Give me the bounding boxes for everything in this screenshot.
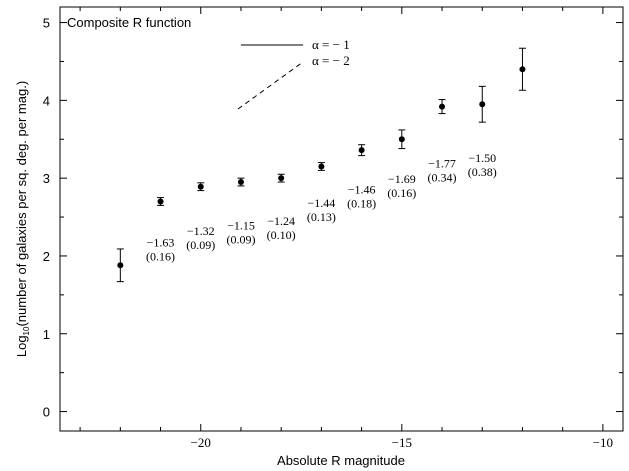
y-axis-label-subscript: 10	[22, 326, 31, 335]
slope-error: (0.38)	[468, 165, 497, 179]
y-axis-label-rest: (number of galaxies per sq. deg. per mag…	[14, 81, 29, 327]
slope-value: −1.69	[388, 172, 416, 186]
data-point	[398, 136, 405, 143]
y-tick-label: 4	[43, 93, 50, 108]
data-point	[117, 262, 124, 269]
slope-annotations: −1.63(0.16)−1.32(0.09)−1.15(0.09)−1.24(0…	[146, 151, 497, 264]
data-point	[358, 147, 365, 154]
chart-title: Composite R function	[67, 15, 191, 30]
slope-value: −1.77	[428, 156, 456, 170]
slope-value: −1.46	[348, 183, 376, 197]
x-tick-label: −20	[191, 435, 211, 450]
slope-value: −1.15	[227, 219, 255, 233]
slope-error: (0.16)	[387, 186, 416, 200]
slope-error: (0.18)	[347, 197, 376, 211]
slope-error: (0.10)	[267, 228, 296, 242]
slope-error: (0.34)	[428, 170, 457, 184]
slope-value: −1.63	[147, 236, 175, 250]
slope-value: −1.32	[187, 224, 215, 238]
data-point	[479, 101, 486, 108]
slope-error: (0.16)	[146, 250, 175, 264]
slope-value: −1.50	[468, 151, 496, 165]
data-points	[116, 47, 526, 283]
slope-error: (0.09)	[186, 238, 215, 252]
x-tick-label: −10	[593, 435, 613, 450]
y-tick-label: 3	[43, 171, 50, 186]
y-tick-label: 0	[43, 405, 50, 420]
y-tick-label: 5	[43, 16, 50, 31]
data-point	[318, 163, 325, 170]
data-point	[519, 66, 526, 73]
y-axis-ticks: 0 1 2 3 4 5	[43, 16, 623, 420]
legend-dashed-line	[237, 61, 304, 110]
slope-value: −1.24	[267, 214, 295, 228]
legend-solid-label: α = − 1	[312, 37, 350, 52]
y-tick-label: 1	[43, 327, 50, 342]
data-point	[197, 183, 204, 190]
slope-error: (0.13)	[307, 210, 336, 224]
legend-dashed-label: α = − 2	[312, 53, 350, 68]
plot-frame	[59, 6, 624, 432]
data-point	[237, 179, 244, 186]
x-axis-ticks: −20 −15 −10	[79, 7, 613, 450]
y-tick-label: 2	[43, 249, 50, 264]
x-axis-label: Absolute R magnitude	[277, 453, 405, 468]
data-point	[157, 198, 164, 205]
data-point	[278, 175, 285, 182]
x-tick-label: −15	[392, 435, 412, 450]
y-axis-label-prefix: Log	[14, 335, 29, 357]
y-axis-label: Log10(number of galaxies per sq. deg. pe…	[14, 81, 31, 357]
slope-value: −1.44	[308, 196, 336, 210]
data-point	[439, 103, 446, 110]
slope-error: (0.09)	[226, 233, 255, 247]
